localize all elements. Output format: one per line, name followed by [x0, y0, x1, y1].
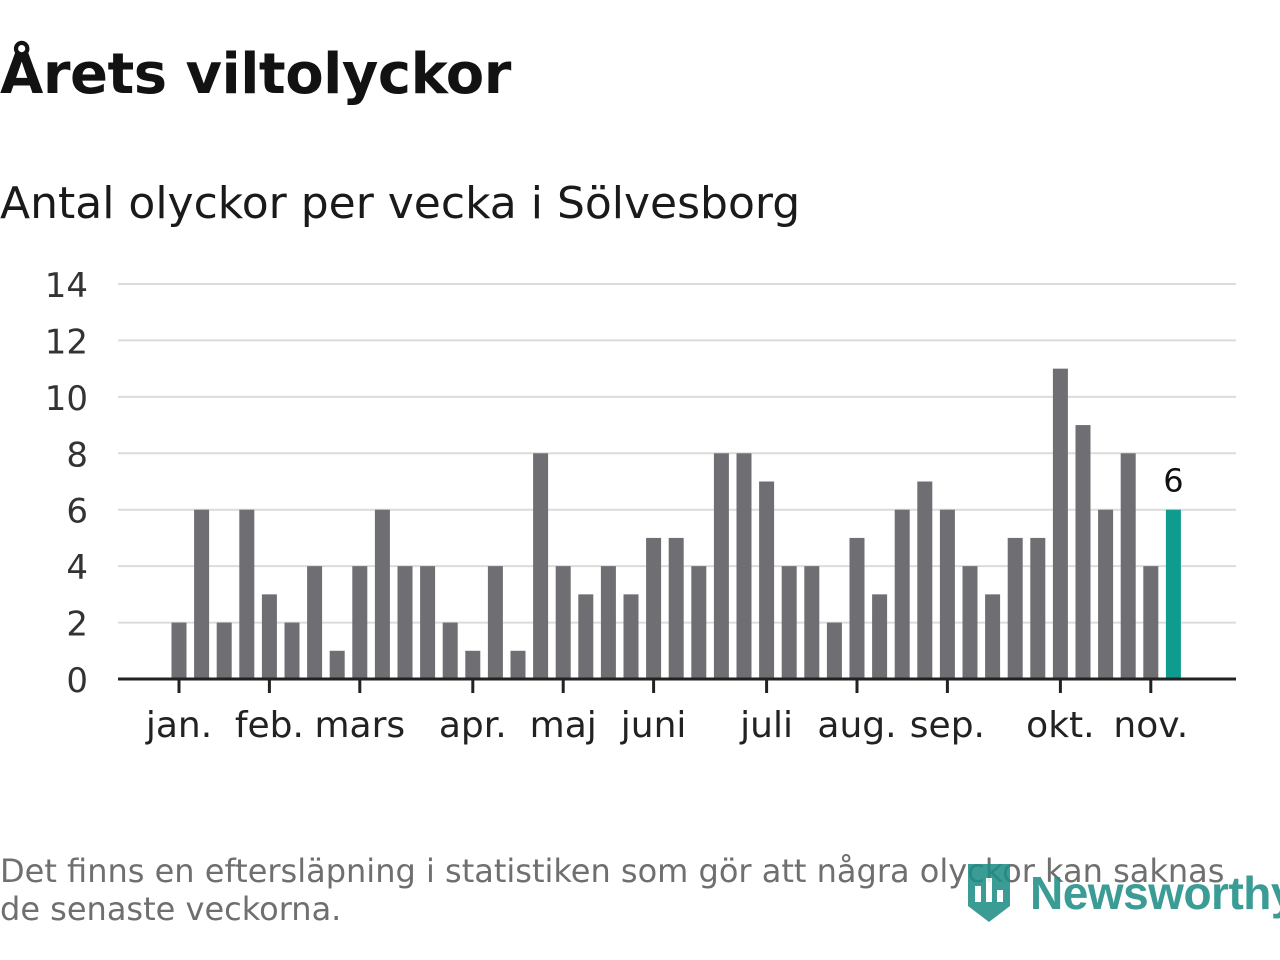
bar — [284, 622, 300, 679]
x-tick-label: maj — [530, 705, 597, 746]
bar — [939, 509, 955, 679]
gridlines — [118, 283, 1236, 624]
bar — [1143, 566, 1159, 679]
bar — [1075, 425, 1091, 679]
bar-chart: 0 2 4 6 8 10 12 14 jan. feb. mars apr. maj juni juli a… — [45, 266, 1236, 746]
bar — [759, 481, 775, 679]
bar — [442, 622, 458, 679]
newsworthy-logo-text: Newsworthy — [1030, 867, 1280, 919]
x-tick-label: nov. — [1113, 705, 1188, 746]
bar — [1098, 509, 1114, 679]
bar — [917, 481, 933, 679]
bar — [849, 537, 865, 679]
bar — [533, 453, 549, 679]
bar — [510, 650, 526, 679]
bar — [804, 566, 820, 679]
bar — [894, 509, 910, 679]
bar — [420, 566, 436, 679]
bar — [171, 622, 187, 679]
y-tick-label: 0 — [66, 661, 88, 701]
bar — [307, 566, 323, 679]
bar — [397, 566, 413, 679]
bar — [374, 509, 390, 679]
bar — [985, 594, 1001, 679]
x-tick-label: juli — [739, 705, 793, 746]
bar — [736, 453, 752, 679]
bar — [600, 566, 616, 679]
x-tick-label: apr. — [439, 705, 507, 746]
bar — [239, 509, 255, 679]
bar — [623, 594, 639, 679]
bar — [646, 537, 662, 679]
bar — [487, 566, 503, 679]
bar — [555, 566, 571, 679]
bar — [1120, 453, 1136, 679]
bar — [1007, 537, 1023, 679]
x-tick-label: mars — [314, 705, 405, 746]
y-axis-ticks: 0 2 4 6 8 10 12 14 — [45, 266, 88, 701]
chart-title: Årets viltolyckor — [0, 42, 511, 107]
footnote: Det finns en eftersläpning i statistiken… — [0, 852, 1225, 928]
bar — [578, 594, 594, 679]
x-tick-label: jan. — [145, 705, 212, 746]
bar — [691, 566, 707, 679]
highlight-value-label: 6 — [1163, 462, 1183, 500]
bar — [261, 594, 277, 679]
bar — [194, 509, 210, 679]
y-tick-label: 12 — [45, 322, 88, 362]
bar — [962, 566, 978, 679]
x-tick-label: sep. — [910, 705, 985, 746]
x-tick-label: okt. — [1026, 705, 1094, 746]
y-tick-label: 14 — [45, 266, 88, 306]
y-tick-label: 4 — [66, 548, 88, 588]
bar-highlighted — [1165, 509, 1181, 679]
newsworthy-logo: Newsworthy — [964, 858, 1280, 928]
bar — [216, 622, 232, 679]
bar — [713, 453, 729, 679]
y-tick-label: 2 — [66, 605, 88, 645]
newsworthy-logo-icon — [968, 864, 1010, 922]
x-tick-label: aug. — [817, 705, 896, 746]
x-tick-label: feb. — [235, 705, 304, 746]
bar — [352, 566, 368, 679]
y-tick-label: 10 — [45, 379, 88, 419]
bar — [826, 622, 842, 679]
bar — [668, 537, 684, 679]
chart-subtitle: Antal olyckor per vecka i Sölvesborg — [0, 178, 801, 229]
bar — [465, 650, 481, 679]
y-tick-label: 8 — [66, 435, 88, 475]
x-axis-ticks: jan. feb. mars apr. maj juni juli aug. sep. okt. n… — [145, 679, 1188, 746]
bar — [781, 566, 797, 679]
bar — [329, 650, 345, 679]
bar — [872, 594, 888, 679]
bar — [1052, 368, 1068, 679]
bars — [171, 368, 1181, 679]
x-tick-label: juni — [620, 705, 687, 746]
y-tick-label: 6 — [66, 492, 88, 532]
bar — [1030, 537, 1046, 679]
